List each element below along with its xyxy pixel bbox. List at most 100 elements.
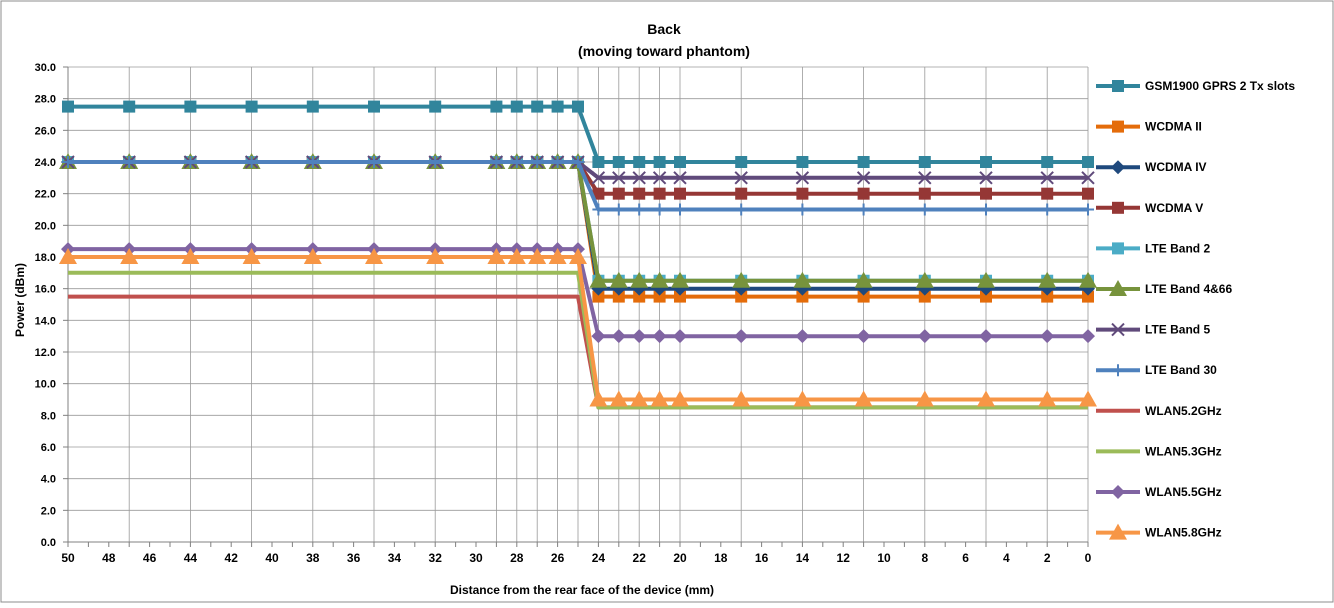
x-tick-label: 0 xyxy=(1085,551,1092,565)
data-point xyxy=(245,100,258,113)
data-point xyxy=(426,248,445,264)
data-point xyxy=(630,271,649,288)
data-point xyxy=(732,271,751,288)
legend: GSM1900 GPRS 2 Tx slots WCDMA II WCDMA IV W… xyxy=(1096,79,1295,540)
data-point xyxy=(551,100,564,113)
x-tick-label: 34 xyxy=(388,551,402,565)
x-tick-label: 10 xyxy=(877,551,891,565)
legend-item: LTE Band 5 xyxy=(1096,323,1210,337)
legend-item: LTE Band 30 xyxy=(1096,363,1217,377)
x-tick-label: 46 xyxy=(143,551,157,565)
data-point xyxy=(796,187,809,200)
data-point xyxy=(673,171,687,185)
data-point xyxy=(650,390,669,407)
data-point xyxy=(918,156,931,168)
data-point xyxy=(572,156,584,168)
data-point xyxy=(857,156,870,168)
data-point xyxy=(609,271,628,288)
x-tick-label: 32 xyxy=(429,551,443,565)
y-tick-label: 16.0 xyxy=(35,284,56,296)
data-point xyxy=(181,248,200,264)
data-point xyxy=(1041,203,1054,216)
data-point xyxy=(1082,156,1094,168)
data-point xyxy=(735,203,748,216)
legend-label: WCDMA V xyxy=(1145,201,1203,215)
legend-label: WLAN5.8GHz xyxy=(1145,526,1222,540)
data-point xyxy=(1081,171,1095,185)
data-point xyxy=(306,156,319,168)
data-point xyxy=(653,156,666,168)
data-point xyxy=(123,156,136,168)
data-point xyxy=(918,203,931,216)
x-tick-label: 16 xyxy=(755,551,769,565)
data-point xyxy=(856,171,871,185)
data-point xyxy=(572,100,584,113)
data-point xyxy=(62,100,74,113)
data-point xyxy=(632,171,646,185)
legend-item: GSM1900 GPRS 2 Tx slots xyxy=(1096,79,1295,93)
data-point xyxy=(856,329,871,344)
legend-item: WCDMA II xyxy=(1096,120,1202,134)
y-tick-label: 18.0 xyxy=(35,252,56,264)
data-point xyxy=(592,156,605,168)
data-point xyxy=(592,203,605,216)
series-line xyxy=(68,247,1088,339)
data-point xyxy=(59,248,77,264)
legend-item: WLAN5.3GHz xyxy=(1096,444,1222,458)
data-point xyxy=(735,156,748,168)
data-point xyxy=(1082,187,1094,200)
y-tick-label: 0.0 xyxy=(41,537,56,549)
data-point xyxy=(734,329,749,344)
x-tick-label: 6 xyxy=(962,551,969,565)
x-tick-label: 4 xyxy=(1003,551,1010,565)
data-point xyxy=(977,271,995,288)
legend-swatch-marker xyxy=(1112,201,1124,214)
data-point xyxy=(674,187,686,200)
data-point xyxy=(674,203,686,216)
data-point xyxy=(1082,290,1094,303)
data-point xyxy=(1038,390,1057,407)
data-point xyxy=(671,271,689,288)
data-point xyxy=(507,248,526,264)
y-axis-label: Power (dBm) xyxy=(13,263,27,337)
data-point xyxy=(650,271,669,288)
chart-subtitle: (moving toward phantom) xyxy=(578,43,750,59)
data-point xyxy=(589,271,608,288)
x-tick-label: 12 xyxy=(837,551,851,565)
data-point xyxy=(653,187,666,200)
data-point xyxy=(630,390,649,407)
data-point xyxy=(979,171,993,185)
data-point xyxy=(612,171,626,185)
y-tick-label: 14.0 xyxy=(35,315,56,327)
data-point xyxy=(1038,271,1057,288)
data-point xyxy=(653,203,666,216)
data-point xyxy=(306,100,319,113)
data-point xyxy=(980,290,992,303)
data-point xyxy=(977,390,995,407)
x-tick-label: 22 xyxy=(633,551,647,565)
data-point xyxy=(242,248,261,264)
data-point xyxy=(671,390,689,407)
data-point xyxy=(569,248,587,264)
data-point xyxy=(793,390,812,407)
data-point xyxy=(918,187,931,200)
data-point xyxy=(591,171,606,185)
x-tick-label: 2 xyxy=(1044,551,1051,565)
y-tick-label: 26.0 xyxy=(35,125,56,137)
data-point xyxy=(633,156,646,168)
data-point xyxy=(510,156,523,168)
data-point xyxy=(857,187,870,200)
data-point xyxy=(592,290,605,303)
data-point xyxy=(592,187,605,200)
data-point xyxy=(365,248,383,264)
data-point xyxy=(184,156,197,168)
y-tick-label: 10.0 xyxy=(35,379,56,391)
y-tick-label: 2.0 xyxy=(41,505,56,517)
data-point xyxy=(796,203,809,216)
data-point xyxy=(674,290,686,303)
x-tick-label: 18 xyxy=(714,551,728,565)
data-point xyxy=(918,290,931,303)
data-point xyxy=(652,171,667,185)
